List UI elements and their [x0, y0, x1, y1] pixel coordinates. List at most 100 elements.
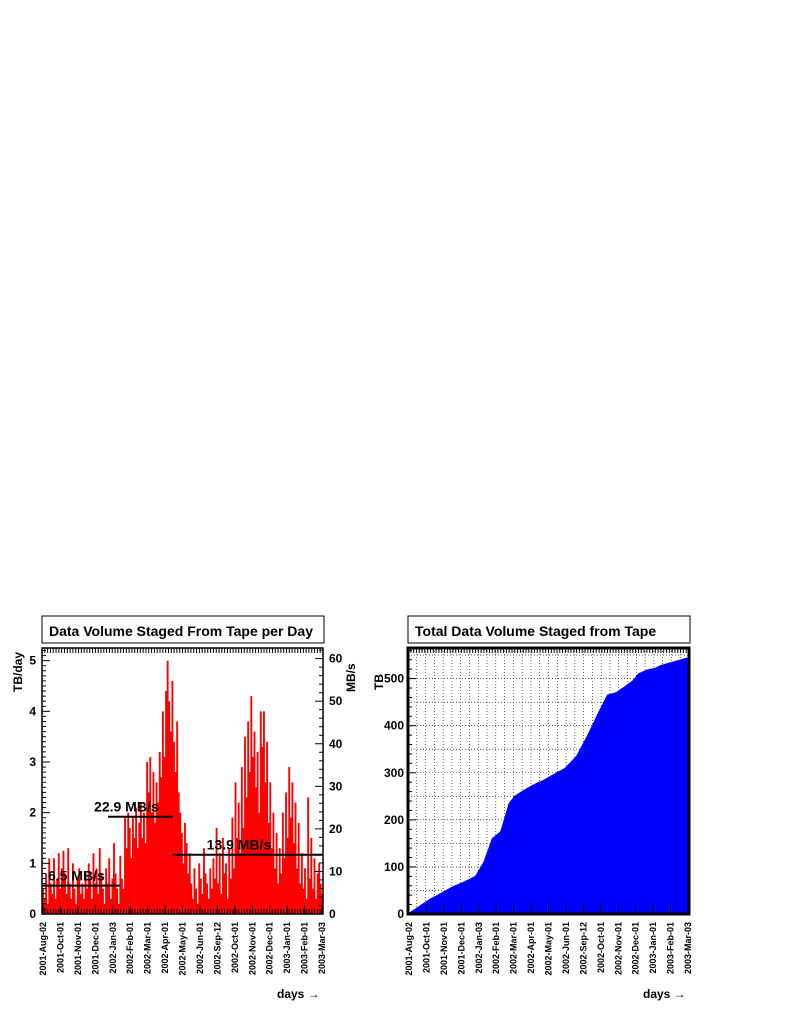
daily-bar	[49, 883, 52, 914]
daily-bar	[176, 721, 179, 914]
daily-bar	[269, 782, 272, 914]
x-tick-label: 2001-Dec-01	[90, 922, 100, 975]
daily-bar	[285, 792, 287, 914]
daily-bar	[293, 843, 295, 914]
daily-bar	[223, 873, 226, 914]
daily-bar	[83, 898, 85, 914]
daily-bar	[177, 792, 180, 914]
x-tick-label: 2002-Apr-01	[160, 922, 170, 974]
daily-bar	[233, 868, 235, 914]
daily-bar	[143, 812, 145, 914]
x-tick-label: 2002-Sep-12	[212, 922, 222, 975]
left-x-ticks: 2001-Aug-02 2001-Oct-01 2001-Nov-01 2001-De…	[38, 648, 327, 976]
left-bars	[42, 660, 324, 914]
daily-bar	[59, 888, 62, 914]
daily-bar	[160, 777, 163, 914]
daily-bar	[65, 893, 68, 914]
daily-bar	[92, 853, 95, 914]
daily-bar	[68, 883, 71, 914]
daily-bar	[209, 868, 212, 914]
daily-bar	[278, 848, 281, 914]
y-tick-label: 300	[384, 766, 404, 780]
x-tick-label: 2002-Feb-01	[491, 922, 501, 974]
daily-bar	[264, 782, 267, 914]
daily-bar	[275, 832, 278, 914]
daily-bar	[51, 893, 54, 914]
daily-bar	[125, 848, 128, 914]
daily-bar	[270, 848, 273, 914]
y-tick-label: 2	[29, 806, 36, 820]
daily-bar	[128, 827, 131, 914]
daily-bar	[75, 903, 78, 914]
daily-bar	[60, 868, 63, 914]
left-title: Data Volume Staged From Tape per Day	[49, 623, 313, 639]
daily-bar	[127, 812, 130, 914]
right-x-axis-label: days →	[643, 987, 686, 1001]
daily-bar	[263, 711, 265, 914]
daily-bar	[237, 802, 240, 914]
y-tick-label: 0	[397, 907, 404, 921]
daily-bar	[117, 903, 120, 914]
daily-bar	[204, 873, 207, 914]
x-tick-label: 2002-Feb-01	[125, 922, 135, 974]
left-y2-axis-label: MB/s	[344, 663, 358, 692]
daily-bar	[228, 848, 231, 914]
rate-segment-label: 22.9 MB/s	[94, 799, 159, 815]
daily-bar	[291, 782, 294, 914]
daily-bar	[220, 893, 223, 914]
daily-bar	[98, 848, 101, 914]
x-tick-label: 2002-May-01	[178, 922, 188, 976]
daily-bar	[195, 888, 198, 914]
x-tick-label: 2002-Mar-01	[143, 922, 153, 974]
daily-bar	[43, 898, 46, 914]
x-tick-label: 2001-Aug-02	[404, 922, 414, 976]
daily-bar	[113, 843, 115, 914]
daily-bar	[114, 873, 117, 914]
daily-bar	[120, 878, 123, 914]
daily-bar	[289, 817, 292, 914]
daily-bar	[81, 883, 84, 914]
cumulative-area	[406, 656, 690, 915]
daily-bar	[215, 827, 218, 914]
daily-bar	[154, 822, 156, 914]
daily-bar	[109, 898, 112, 914]
daily-bar	[307, 797, 310, 914]
daily-bar	[207, 898, 210, 914]
daily-bar	[297, 822, 300, 914]
y-tick-label: 200	[384, 813, 404, 827]
daily-bar	[300, 853, 303, 914]
daily-bar	[253, 731, 256, 914]
y-tick-label: 4	[29, 704, 36, 718]
x-tick-label: 2003-Feb-01	[666, 922, 676, 974]
daily-bar	[179, 812, 182, 914]
daily-bar	[255, 787, 257, 914]
daily-bar	[122, 888, 125, 914]
daily-bar	[106, 883, 109, 914]
daily-bar	[316, 873, 319, 914]
daily-bar	[247, 721, 250, 914]
daily-bar	[84, 873, 87, 914]
daily-bar	[250, 696, 253, 914]
daily-bar	[259, 711, 262, 914]
daily-bar	[210, 888, 213, 914]
y-tick-label: 400	[384, 719, 404, 733]
y2-tick-label: 0	[329, 907, 336, 921]
daily-bar	[111, 878, 114, 914]
daily-bar	[302, 888, 305, 914]
daily-bar	[64, 873, 66, 914]
daily-bar	[251, 756, 254, 914]
daily-bar	[310, 838, 313, 914]
daily-bar	[166, 660, 169, 914]
daily-bar	[308, 878, 311, 914]
daily-bar	[313, 858, 316, 914]
daily-bar	[86, 888, 89, 914]
daily-bar	[141, 838, 144, 914]
x-tick-label: 2001-Oct-01	[55, 922, 65, 973]
daily-bar	[201, 893, 204, 914]
daily-bar	[100, 873, 103, 914]
y2-tick-label: 60	[329, 652, 343, 666]
daily-bar	[42, 888, 44, 914]
x-tick-label: 2001-Oct-01	[421, 922, 431, 973]
daily-bar	[101, 888, 104, 914]
left-x-axis-label: days →	[277, 987, 320, 1001]
